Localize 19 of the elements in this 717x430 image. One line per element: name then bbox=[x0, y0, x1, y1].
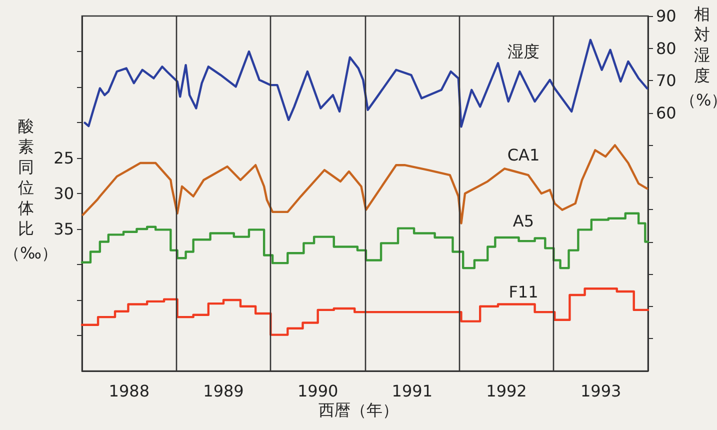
series-label: 湿度 bbox=[507, 42, 540, 62]
x-tick-label: 1990 bbox=[297, 382, 338, 400]
y2-tick-label: 90 bbox=[656, 6, 676, 26]
series-label: A5 bbox=[512, 212, 534, 231]
x-tick-label: 1991 bbox=[392, 382, 433, 400]
y2-axis-title: 相対湿度（%） bbox=[680, 4, 717, 110]
y-tick-label: 30 bbox=[54, 184, 74, 203]
y2-tick-label: 80 bbox=[656, 38, 676, 58]
y2-tick-label: 60 bbox=[656, 103, 676, 122]
series-label: CA1 bbox=[507, 146, 540, 165]
x-tick-label: 1989 bbox=[203, 382, 244, 400]
y2-tick-label: 70 bbox=[656, 71, 676, 90]
x-tick-label: 1993 bbox=[580, 382, 622, 400]
x-tick-label: 1988 bbox=[108, 382, 150, 400]
x-axis-title: 西暦（年） bbox=[318, 400, 398, 420]
x-tick-label: 1992 bbox=[486, 382, 527, 400]
series-label: F11 bbox=[508, 282, 538, 302]
line-series bbox=[84, 38, 648, 128]
y-tick-label: 35 bbox=[54, 220, 74, 238]
